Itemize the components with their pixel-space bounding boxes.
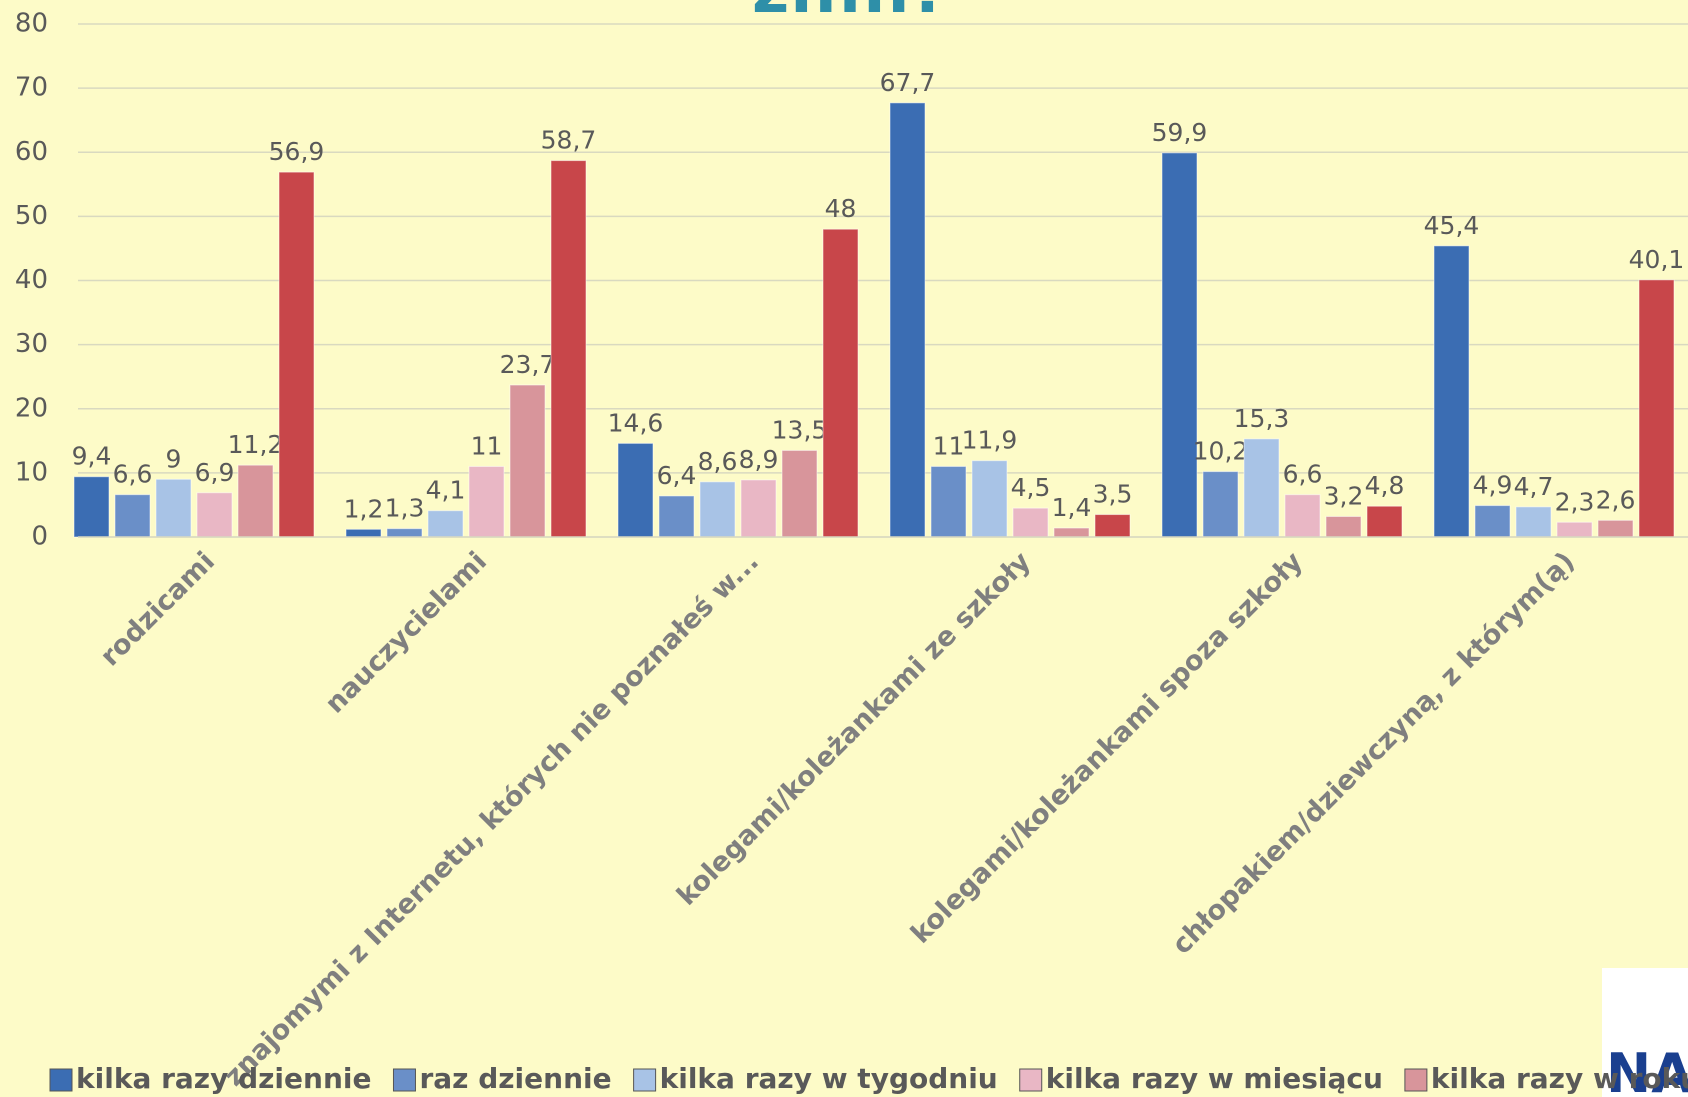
value-label: 23,7 bbox=[500, 350, 556, 379]
value-label: 15,3 bbox=[1234, 404, 1290, 433]
bar bbox=[1094, 514, 1131, 538]
value-label: 6,6 bbox=[1283, 460, 1323, 489]
bar bbox=[1556, 521, 1593, 538]
bar bbox=[386, 528, 423, 538]
value-label: 11 bbox=[933, 431, 965, 460]
bar bbox=[114, 494, 151, 538]
value-label: 6,4 bbox=[657, 461, 697, 490]
y-tick-label: 30 bbox=[15, 329, 48, 359]
bar bbox=[1474, 505, 1511, 538]
y-tick-label: 20 bbox=[15, 393, 48, 423]
value-label: 2,3 bbox=[1555, 487, 1595, 516]
bar bbox=[1202, 471, 1239, 538]
value-label: 14,6 bbox=[608, 408, 664, 437]
y-tick-label: 10 bbox=[15, 457, 48, 487]
bar bbox=[1433, 245, 1470, 538]
x-tick-label: nauczycielami bbox=[319, 546, 493, 720]
value-label: 6,9 bbox=[195, 458, 235, 487]
value-label: 3,2 bbox=[1324, 481, 1364, 510]
bar bbox=[1515, 506, 1552, 538]
x-tick-label: rodzicami bbox=[95, 546, 221, 672]
logo-box bbox=[1602, 968, 1688, 1097]
value-label: 48 bbox=[825, 194, 857, 223]
value-label: 67,7 bbox=[880, 68, 936, 97]
bar bbox=[155, 478, 192, 538]
y-tick-label: 50 bbox=[15, 201, 48, 231]
value-label: 4,7 bbox=[1514, 472, 1554, 501]
value-label: 59,9 bbox=[1152, 118, 1208, 147]
bar bbox=[73, 476, 110, 538]
bar bbox=[1243, 438, 1280, 538]
value-label: 1,3 bbox=[385, 494, 425, 523]
x-tick-label: znajomymi z Internetu, których nie pozna… bbox=[219, 546, 765, 1092]
legend-label: kilka razy w miesiącu bbox=[1046, 1062, 1383, 1095]
legend-label: raz dziennie bbox=[419, 1062, 611, 1095]
bar bbox=[822, 228, 859, 538]
value-label: 2,6 bbox=[1596, 485, 1636, 514]
legend-swatch bbox=[1019, 1068, 1043, 1092]
bar bbox=[889, 102, 926, 538]
bar bbox=[617, 442, 654, 538]
bar bbox=[1012, 507, 1049, 538]
y-tick-label: 40 bbox=[15, 265, 48, 295]
bar bbox=[509, 384, 546, 538]
bar bbox=[781, 449, 818, 538]
legend-label: kilka razy dziennie bbox=[76, 1062, 371, 1095]
legend-swatch bbox=[633, 1068, 657, 1092]
bar bbox=[740, 479, 777, 538]
bar bbox=[550, 160, 587, 538]
value-label: 8,6 bbox=[698, 447, 738, 476]
value-label: 11,2 bbox=[228, 430, 284, 459]
value-label: 56,9 bbox=[269, 137, 325, 166]
value-label: 45,4 bbox=[1424, 211, 1480, 240]
value-label: 58,7 bbox=[541, 126, 597, 155]
bar bbox=[1325, 515, 1362, 538]
y-tick-label: 60 bbox=[15, 137, 48, 167]
legend-swatch bbox=[49, 1068, 73, 1092]
legend-label: kilka razy w roku bbox=[1431, 1062, 1688, 1095]
value-label: 40,1 bbox=[1629, 245, 1685, 274]
bar bbox=[1284, 494, 1321, 538]
value-label: 10,2 bbox=[1193, 437, 1249, 466]
logo: NA bbox=[1606, 1042, 1688, 1097]
y-tick-label: 0 bbox=[31, 522, 48, 552]
y-tick-label: 70 bbox=[15, 73, 48, 103]
bar bbox=[658, 495, 695, 538]
bar bbox=[345, 528, 382, 538]
value-label: 9 bbox=[166, 444, 182, 473]
value-label: 3,5 bbox=[1093, 480, 1133, 509]
legend-swatch bbox=[392, 1068, 416, 1092]
value-label: 4,8 bbox=[1365, 471, 1405, 500]
bar bbox=[196, 492, 233, 538]
bar bbox=[468, 465, 505, 538]
bar bbox=[699, 481, 736, 538]
bar bbox=[1638, 279, 1675, 538]
bar bbox=[1366, 505, 1403, 538]
legend-label: kilka razy w tygodniu bbox=[660, 1062, 998, 1095]
y-tick-label: 80 bbox=[15, 9, 48, 39]
value-label: 4,5 bbox=[1011, 473, 1051, 502]
value-label: 4,9 bbox=[1473, 471, 1513, 500]
value-label: 6,6 bbox=[113, 460, 153, 489]
bar bbox=[1053, 527, 1090, 538]
bar bbox=[278, 171, 315, 538]
value-label: 1,2 bbox=[344, 494, 384, 523]
value-label: 8,9 bbox=[739, 445, 779, 474]
value-label: 9,4 bbox=[72, 442, 112, 471]
bar bbox=[237, 464, 274, 538]
bar bbox=[427, 510, 464, 538]
bar bbox=[1597, 519, 1634, 538]
bar bbox=[1161, 152, 1198, 538]
bar bbox=[930, 465, 967, 538]
value-label: 1,4 bbox=[1052, 493, 1092, 522]
value-label: 11,9 bbox=[962, 426, 1018, 455]
value-label: 11 bbox=[471, 431, 503, 460]
bar bbox=[971, 460, 1008, 538]
legend-swatch bbox=[1404, 1068, 1428, 1092]
value-label: 4,1 bbox=[426, 476, 466, 505]
value-label: 13,5 bbox=[772, 415, 828, 444]
